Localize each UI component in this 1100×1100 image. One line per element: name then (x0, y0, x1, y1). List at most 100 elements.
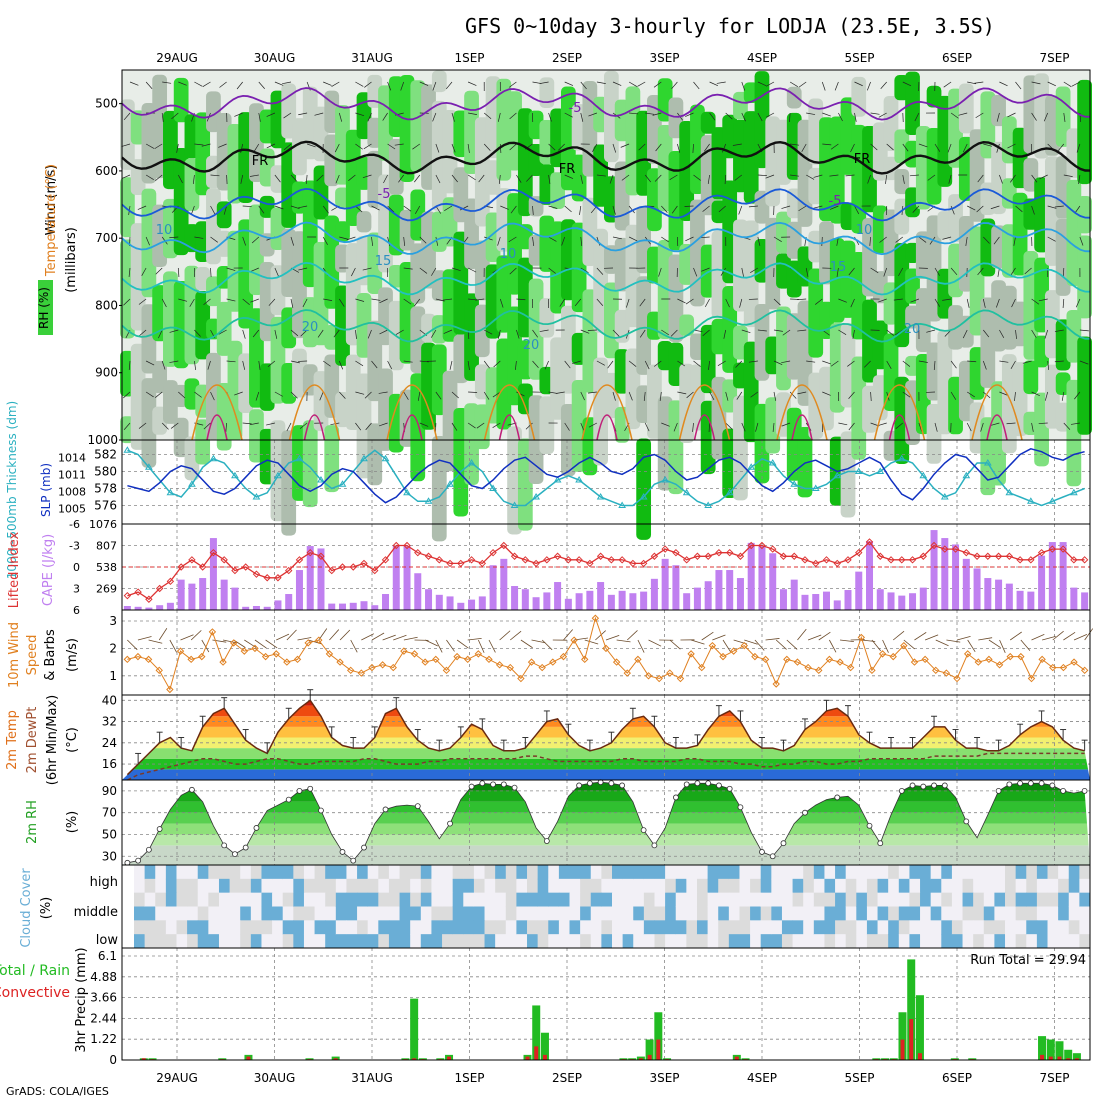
wind-barb (1063, 422, 1071, 430)
cloud-cell (197, 906, 209, 921)
cloud-cell (155, 934, 167, 949)
wind-barb (958, 112, 968, 116)
cloud-cell (335, 920, 347, 935)
wind-barb (476, 422, 485, 429)
wind-barb (702, 329, 710, 337)
wind-barb (323, 298, 333, 301)
rh2m-point (683, 781, 690, 788)
cloud-cell (696, 934, 709, 949)
li-point (489, 548, 497, 557)
cloud-cell (272, 906, 284, 921)
cloud-panel (122, 865, 1091, 949)
cloud-cell (420, 920, 432, 935)
wind-barb (394, 143, 404, 146)
cloud-cell (378, 892, 390, 907)
cloud-cell (824, 892, 836, 907)
wind-barb (854, 112, 857, 122)
cloud-cell (1036, 934, 1049, 949)
wind-barb (338, 360, 344, 370)
thickness-point (532, 493, 540, 500)
wind-barb (580, 236, 583, 246)
wind-barb (584, 639, 599, 645)
wind-barb (684, 205, 694, 207)
rh2m-point (1006, 781, 1013, 788)
wind-barb (895, 236, 904, 243)
wind-barb (693, 174, 701, 181)
thickness-point (575, 476, 583, 483)
precip-total-bar (654, 1012, 663, 1060)
wind-barb (387, 360, 393, 370)
thickness-point (682, 488, 691, 496)
hot-contour (888, 414, 911, 441)
cloud-cell (941, 934, 953, 949)
cloud-cell (410, 892, 422, 907)
wind-speed-point (272, 650, 280, 658)
cloud-cell (314, 934, 326, 949)
cloud-cell (197, 865, 209, 880)
wind-barb (158, 628, 168, 641)
cape-bar (209, 538, 217, 610)
wind-barb (709, 391, 715, 401)
wind-barb (821, 236, 823, 247)
wind-barb (838, 329, 847, 335)
cloud-cell (888, 934, 900, 949)
cloud-cell (272, 892, 284, 907)
cloud-cell (781, 865, 794, 880)
precip-total-bar (907, 959, 916, 1060)
thickness-point (661, 476, 670, 483)
wind-barb (564, 360, 571, 369)
rh-cell (851, 76, 867, 117)
cloud-cell (473, 920, 486, 935)
cloud-cell (1036, 892, 1049, 907)
cloud-cell (314, 878, 326, 894)
li-point (639, 559, 648, 568)
wind-barb (580, 422, 585, 432)
isotherm-line (121, 221, 1091, 256)
cloud-cell (728, 906, 740, 921)
wind-barb (709, 112, 716, 121)
li-point (596, 552, 605, 560)
cape-bar (822, 591, 830, 610)
wind-barb (836, 267, 839, 277)
cloud-cell (1015, 865, 1027, 880)
wind-barb (797, 329, 807, 332)
wind-barb (1038, 422, 1048, 424)
wind-barb (677, 298, 686, 304)
cape-bar (941, 538, 949, 610)
rh2m-point (834, 794, 841, 801)
wind-barb (290, 391, 298, 399)
rh2m-point (490, 781, 496, 788)
pressure-tick-label: 1000 (87, 433, 118, 447)
cloud-cell (707, 934, 719, 949)
cloud-cell (176, 878, 188, 894)
cloud-cell (548, 865, 560, 880)
wind-speed-point (687, 650, 695, 658)
wind-barb (395, 329, 404, 335)
cloud-cell (813, 934, 825, 949)
cloud-cell (1005, 906, 1017, 921)
wind-barb (548, 174, 551, 184)
rh2m-point (307, 785, 314, 792)
li-point (575, 556, 583, 564)
precip-total-bar (1055, 1041, 1064, 1060)
li-point (360, 559, 368, 568)
wind-barb (871, 639, 882, 652)
wind-speed-point (495, 661, 504, 669)
li-point (833, 559, 841, 568)
cape-bar (177, 579, 185, 610)
precip-convective-bar (917, 1053, 922, 1060)
wind-barb (128, 267, 131, 277)
cloud-cell (994, 865, 1006, 880)
wind-barb (1039, 174, 1048, 180)
rh2m-band (122, 782, 1090, 791)
cloud-unit-label: (%) (39, 897, 54, 920)
cloud-cell (941, 865, 953, 880)
wind-speed-point (708, 641, 717, 650)
wind-barb (612, 81, 622, 86)
cloud-cell (930, 906, 942, 921)
cloud-cell (473, 878, 486, 894)
wind-barb (387, 143, 396, 150)
li-point (467, 556, 476, 564)
precip-total-bar (410, 998, 419, 1060)
rh2m-point (318, 807, 324, 814)
